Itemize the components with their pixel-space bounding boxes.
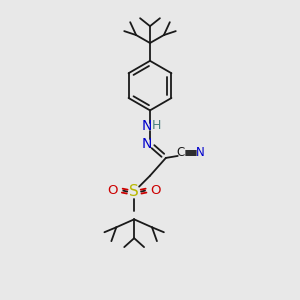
Text: N: N — [142, 119, 152, 133]
Text: N: N — [196, 146, 205, 160]
Text: C: C — [177, 146, 185, 160]
Text: O: O — [151, 184, 161, 197]
Text: S: S — [129, 184, 139, 199]
Text: O: O — [107, 184, 118, 197]
Text: N: N — [142, 137, 152, 151]
Text: H: H — [152, 119, 162, 132]
